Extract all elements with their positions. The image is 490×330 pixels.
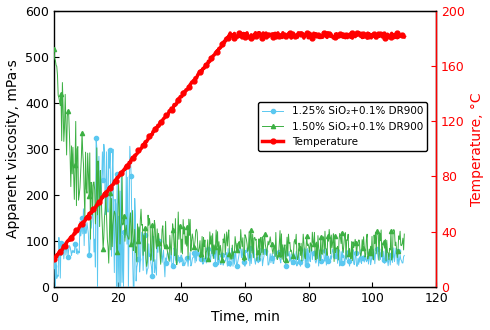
Temperature [340, 32, 345, 36]
1.25% SiO₂+0.1% DR900 [242, 264, 248, 268]
1.50% SiO₂+0.1% DR900 [218, 249, 224, 253]
1.50% SiO₂+0.1% DR900 [339, 231, 345, 235]
1.50% SiO₂+0.1% DR900 [51, 47, 57, 51]
X-axis label: Time, min: Time, min [211, 311, 279, 324]
1.50% SiO₂+0.1% DR900 [241, 259, 247, 263]
Temperature [52, 257, 58, 261]
Temperature [51, 257, 57, 261]
Temperature [260, 31, 266, 35]
Legend: 1.25% SiO₂+0.1% DR900, 1.50% SiO₂+0.1% DR900, Temperature: 1.25% SiO₂+0.1% DR900, 1.50% SiO₂+0.1% D… [258, 102, 427, 151]
Temperature [320, 31, 326, 35]
1.50% SiO₂+0.1% DR900 [260, 252, 266, 256]
1.25% SiO₂+0.1% DR900 [261, 254, 267, 258]
1.25% SiO₂+0.1% DR900 [394, 262, 400, 266]
1.25% SiO₂+0.1% DR900 [221, 260, 227, 264]
1.25% SiO₂+0.1% DR900 [401, 253, 407, 257]
1.25% SiO₂+0.1% DR900 [93, 136, 99, 140]
Temperature [241, 35, 247, 39]
1.50% SiO₂+0.1% DR900 [393, 248, 399, 252]
1.25% SiO₂+0.1% DR900 [51, 265, 57, 269]
Y-axis label: Temperature, °C: Temperature, °C [470, 92, 485, 206]
Y-axis label: Apparent viscosity, mPa·s: Apparent viscosity, mPa·s [5, 59, 20, 238]
Temperature [394, 36, 400, 40]
1.50% SiO₂+0.1% DR900 [144, 264, 149, 268]
1.25% SiO₂+0.1% DR900 [95, 285, 100, 289]
Line: 1.25% SiO₂+0.1% DR900: 1.25% SiO₂+0.1% DR900 [52, 136, 406, 289]
Line: 1.50% SiO₂+0.1% DR900: 1.50% SiO₂+0.1% DR900 [52, 47, 406, 269]
1.25% SiO₂+0.1% DR900 [219, 251, 225, 255]
1.25% SiO₂+0.1% DR900 [340, 248, 345, 252]
Line: Temperature: Temperature [51, 30, 407, 261]
1.50% SiO₂+0.1% DR900 [401, 232, 407, 236]
1.50% SiO₂+0.1% DR900 [220, 237, 226, 241]
Temperature [218, 45, 224, 49]
Temperature [220, 40, 226, 44]
Temperature [401, 35, 407, 39]
